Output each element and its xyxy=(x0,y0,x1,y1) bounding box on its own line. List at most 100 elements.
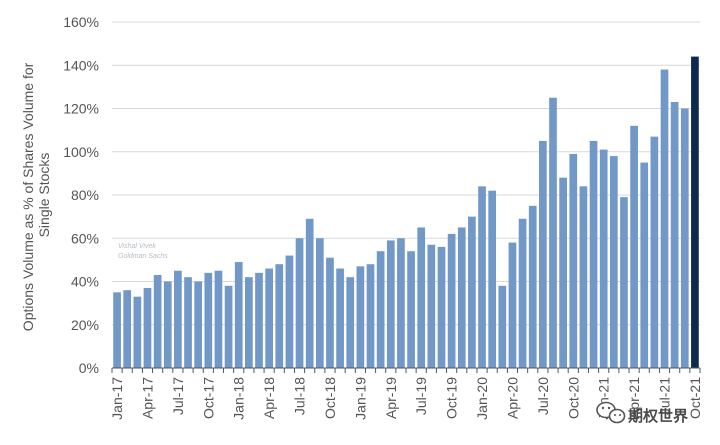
bar-mar-17 xyxy=(133,296,142,368)
bar-mar-21 xyxy=(620,197,628,368)
x-tick-label: Oct-17 xyxy=(200,377,216,419)
x-tick-label: Jan-20 xyxy=(474,377,490,420)
x-tick-label: Jan-17 xyxy=(109,377,125,420)
bar-aug-18 xyxy=(305,218,314,368)
bar-feb-18 xyxy=(245,277,253,368)
bar-oct-21 xyxy=(691,56,699,368)
bar-feb-17 xyxy=(123,290,132,368)
bar-may-17 xyxy=(153,275,162,368)
y-tick-label: 100% xyxy=(63,144,99,160)
bar-mar-20 xyxy=(498,285,507,368)
y-axis-title: Options Volume as % of Shares Volume for… xyxy=(20,59,52,331)
x-tick-label: Apr-20 xyxy=(504,377,520,419)
bar-jan-19 xyxy=(356,266,365,368)
bar-oct-20 xyxy=(569,153,578,368)
bar-apr-18 xyxy=(265,268,273,368)
bar-sep-20 xyxy=(559,177,567,368)
bar-jan-21 xyxy=(599,149,608,368)
bar-jun-18 xyxy=(285,255,294,368)
y-axis-ticks: 0% 20% 40% 60% 80% 100% 120% 140% 160% xyxy=(63,14,99,376)
bar-may-20 xyxy=(518,218,527,368)
bar-jul-20 xyxy=(539,140,547,368)
bar-mar-19 xyxy=(376,251,385,368)
bar-mar-18 xyxy=(255,272,263,368)
x-axis-ticks: Jan-17 Apr-17 Jul-17 Oct-17 Jan-18 Apr-18 Jul-… xyxy=(109,377,703,420)
y-tick-label: 20% xyxy=(71,317,99,333)
bar-dec-20 xyxy=(589,140,598,368)
bar-jul-18 xyxy=(295,238,304,368)
bar-aug-21 xyxy=(670,102,679,368)
x-tick-label: Oct-21 xyxy=(687,377,703,419)
bar-jun-20 xyxy=(528,205,537,368)
x-tick-label: Jul-19 xyxy=(413,377,429,415)
x-tick-label: Oct-18 xyxy=(322,377,338,419)
bar-aug-19 xyxy=(427,244,436,368)
bar-dec-18 xyxy=(346,277,355,368)
x-tick-label: Apr-19 xyxy=(383,377,399,419)
bar-may-21 xyxy=(640,162,649,368)
bar-aug-17 xyxy=(184,277,192,368)
watermark-author: Vishal Vivek xyxy=(118,243,156,250)
bar-jan-20 xyxy=(478,186,486,368)
x-tick-label: Jan-18 xyxy=(231,377,247,420)
bar-sep-17 xyxy=(194,281,203,368)
y-tick-label: 40% xyxy=(71,274,99,290)
bar-dec-17 xyxy=(224,285,233,368)
bar-nov-18 xyxy=(336,268,344,368)
bar-sep-18 xyxy=(315,238,324,368)
bar-nov-19 xyxy=(457,227,466,368)
bar-nov-17 xyxy=(214,270,223,368)
wechat-account-name: 期权世界 xyxy=(628,407,688,425)
x-axis xyxy=(111,367,701,373)
x-tick-label: Apr-18 xyxy=(261,377,277,419)
x-tick-label: Jul-20 xyxy=(535,377,551,415)
wechat-icon xyxy=(596,401,626,424)
bar-sep-19 xyxy=(437,246,446,368)
bar-feb-19 xyxy=(366,264,375,368)
bar-apr-20 xyxy=(508,242,517,368)
x-tick-label: Jan-19 xyxy=(352,377,368,420)
bar-aug-20 xyxy=(549,97,557,368)
x-tick-label: Oct-20 xyxy=(565,377,581,419)
bar-may-19 xyxy=(397,238,405,368)
bar-jul-21 xyxy=(660,69,669,368)
bar-feb-20 xyxy=(488,190,497,368)
y-tick-label: 140% xyxy=(63,57,99,73)
bar-apr-19 xyxy=(386,240,395,368)
y-tick-label: 160% xyxy=(63,14,99,30)
bars xyxy=(113,56,699,369)
bar-oct-19 xyxy=(447,233,456,368)
bar-jun-21 xyxy=(650,136,659,368)
x-tick-label: Jul-18 xyxy=(292,377,308,415)
bar-jan-18 xyxy=(234,262,243,368)
bar-oct-18 xyxy=(326,257,334,368)
y-tick-label: 60% xyxy=(71,230,99,246)
bar-apr-17 xyxy=(143,287,152,368)
x-tick-label: Jul-21 xyxy=(657,377,673,415)
x-tick-label: Oct-19 xyxy=(444,377,460,419)
x-tick-label: Apr-17 xyxy=(139,377,155,419)
bar-sep-21 xyxy=(680,108,689,368)
bar-oct-17 xyxy=(204,272,213,368)
bar-apr-21 xyxy=(630,125,638,368)
bar-jul-19 xyxy=(417,227,426,368)
wechat-logo: 期权世界 xyxy=(596,401,688,425)
bar-nov-20 xyxy=(579,186,588,368)
bar-jul-17 xyxy=(174,270,182,368)
x-tick-label: Jul-17 xyxy=(170,377,186,415)
watermark-firm: Goldman Sachs xyxy=(118,253,168,260)
y-axis-title-line-2: Single Stocks xyxy=(36,153,52,238)
bar-may-18 xyxy=(275,264,284,368)
bar-jun-17 xyxy=(163,281,172,368)
bar-jun-19 xyxy=(407,251,415,368)
y-axis-title-line-1: Options Volume as % of Shares Volume for xyxy=(20,62,36,331)
bar-jan-17 xyxy=(113,292,121,368)
y-tick-label: 0% xyxy=(79,360,99,376)
y-tick-label: 80% xyxy=(71,187,99,203)
bar-dec-19 xyxy=(468,216,476,369)
bar-feb-21 xyxy=(609,156,618,368)
y-tick-label: 120% xyxy=(63,101,99,117)
x-tick-label: Apr-21 xyxy=(626,377,642,419)
